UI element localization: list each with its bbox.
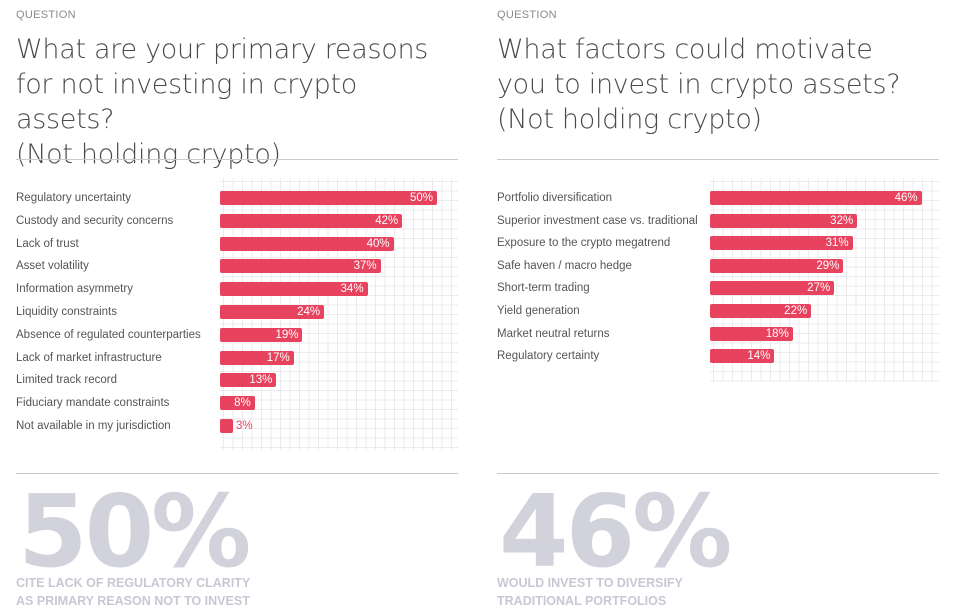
bar-row: Yield generation 22% bbox=[497, 303, 939, 319]
value-label: 24% bbox=[297, 306, 321, 318]
bar bbox=[220, 191, 437, 205]
stat-caption: TRADITIONAL PORTFOLIOS bbox=[497, 594, 667, 608]
bar bbox=[710, 258, 844, 273]
category-label: Liquidity constraints bbox=[16, 306, 117, 318]
panel-reasons-not-investing: QUESTION What are your primary reasons f… bbox=[16, 0, 458, 615]
bar bbox=[220, 396, 255, 411]
category-label: Regulatory uncertainty bbox=[16, 192, 132, 204]
value-label: 8% bbox=[234, 397, 251, 410]
bar bbox=[220, 419, 234, 433]
value-label: 29% bbox=[816, 259, 840, 272]
value-label: 32% bbox=[830, 214, 854, 227]
value-label: 13% bbox=[249, 374, 273, 387]
category-label: Fiduciary mandate constraints bbox=[16, 397, 170, 410]
panel-motivating-factors: QUESTION What factors could motivate you… bbox=[497, 0, 939, 615]
bar-row: Limited track record 13% bbox=[16, 372, 458, 388]
stat-value: 46% bbox=[499, 473, 732, 590]
bar-row: Safe haven / macro hedge 29% bbox=[497, 258, 939, 274]
bar-row: Portfolio diversification 46% bbox=[497, 190, 939, 206]
bar bbox=[710, 213, 858, 228]
value-label: 37% bbox=[353, 260, 377, 273]
value-label: 31% bbox=[825, 237, 849, 250]
value-label: 34% bbox=[340, 283, 364, 296]
bar-row: Short-term trading 27% bbox=[497, 280, 939, 296]
divider bbox=[16, 159, 458, 160]
category-label: Market neutral returns bbox=[497, 327, 610, 340]
category-label: Yield generation bbox=[497, 305, 580, 317]
category-label: Custody and security concerns bbox=[16, 214, 174, 227]
category-label: Information asymmetry bbox=[16, 283, 133, 296]
category-label: Superior investment case vs. traditional bbox=[497, 214, 698, 227]
title-line: for not investing in crypto assets? bbox=[16, 69, 358, 135]
question-label: QUESTION bbox=[16, 9, 76, 21]
question-title: What factors could motivate you to inves… bbox=[497, 32, 901, 137]
bar-row: Regulatory certainty 14% bbox=[497, 348, 939, 364]
value-label: 50% bbox=[409, 192, 433, 204]
bar bbox=[710, 326, 793, 341]
category-label: Regulatory certainty bbox=[497, 350, 600, 363]
value-label: 18% bbox=[765, 327, 789, 340]
bar bbox=[710, 191, 922, 205]
divider bbox=[497, 159, 939, 160]
title-line: (Not holding crypto) bbox=[497, 104, 762, 135]
bar bbox=[710, 349, 775, 364]
title-line: (Not holding crypto) bbox=[16, 139, 281, 170]
value-label: 17% bbox=[266, 351, 290, 364]
bar-row: Fiduciary mandate constraints 8% bbox=[16, 395, 458, 411]
bar-row: Information asymmetry 34% bbox=[16, 281, 458, 297]
value-label: 27% bbox=[807, 282, 831, 295]
bar bbox=[710, 236, 853, 251]
bar-row: Asset volatility 37% bbox=[16, 258, 458, 274]
category-label: Absence of regulated counterparties bbox=[16, 328, 201, 341]
bar-row: Market neutral returns 18% bbox=[497, 326, 939, 342]
bar-row: Superior investment case vs. traditional… bbox=[497, 213, 939, 229]
bar bbox=[710, 281, 835, 296]
category-label: Safe haven / macro hedge bbox=[497, 259, 632, 272]
bar bbox=[220, 236, 394, 251]
bar-row: Lack of market infrastructure 17% bbox=[16, 350, 458, 366]
bar-row: Liquidity constraints 24% bbox=[16, 304, 458, 320]
stat-caption: CITE LACK OF REGULATORY CLARITY bbox=[16, 576, 251, 590]
title-line: you to invest in crypto assets? bbox=[497, 69, 901, 100]
question-label: QUESTION bbox=[497, 9, 557, 21]
category-label: Exposure to the crypto megatrend bbox=[497, 237, 671, 250]
grid-pattern bbox=[710, 178, 939, 382]
value-label: 19% bbox=[275, 328, 299, 341]
category-label: Short-term trading bbox=[497, 282, 590, 295]
value-label: 14% bbox=[747, 350, 771, 363]
value-label: 22% bbox=[784, 305, 808, 317]
category-label: Portfolio diversification bbox=[497, 192, 613, 204]
bar bbox=[220, 282, 368, 297]
category-label: Limited track record bbox=[16, 374, 117, 387]
bar bbox=[220, 305, 325, 319]
bar-row: Regulatory uncertainty 50% bbox=[16, 190, 458, 206]
bar bbox=[710, 304, 812, 318]
stat-caption: WOULD INVEST TO DIVERSIFY bbox=[497, 576, 683, 590]
bar bbox=[220, 350, 294, 365]
divider bbox=[497, 473, 939, 474]
value-label: 40% bbox=[366, 237, 390, 250]
value-label: 42% bbox=[375, 214, 399, 227]
bar bbox=[220, 327, 303, 342]
bar-row: Lack of trust 40% bbox=[16, 236, 458, 252]
category-label: Not available in my jurisdiction bbox=[16, 420, 171, 432]
stat-caption: AS PRIMARY REASON NOT TO INVEST bbox=[16, 594, 250, 608]
value-label: 46% bbox=[894, 192, 918, 204]
title-line: What factors could motivate bbox=[497, 34, 873, 65]
category-label: Lack of trust bbox=[16, 237, 79, 250]
category-label: Asset volatility bbox=[16, 260, 89, 273]
question-title: What are your primary reasons for not in… bbox=[16, 32, 458, 172]
bar-row: Not available in my jurisdiction 3% bbox=[16, 418, 458, 434]
stat-value: 50% bbox=[18, 473, 251, 590]
value-label: 3% bbox=[236, 420, 253, 432]
bar-row: Absence of regulated counterparties 19% bbox=[16, 327, 458, 343]
title-line: What are your primary reasons bbox=[16, 34, 429, 65]
bar bbox=[220, 259, 381, 274]
divider bbox=[16, 473, 458, 474]
bar bbox=[220, 213, 403, 228]
bar-row: Exposure to the crypto megatrend 31% bbox=[497, 235, 939, 251]
category-label: Lack of market infrastructure bbox=[16, 351, 162, 364]
bar bbox=[220, 373, 277, 388]
bar-row: Custody and security concerns 42% bbox=[16, 213, 458, 229]
